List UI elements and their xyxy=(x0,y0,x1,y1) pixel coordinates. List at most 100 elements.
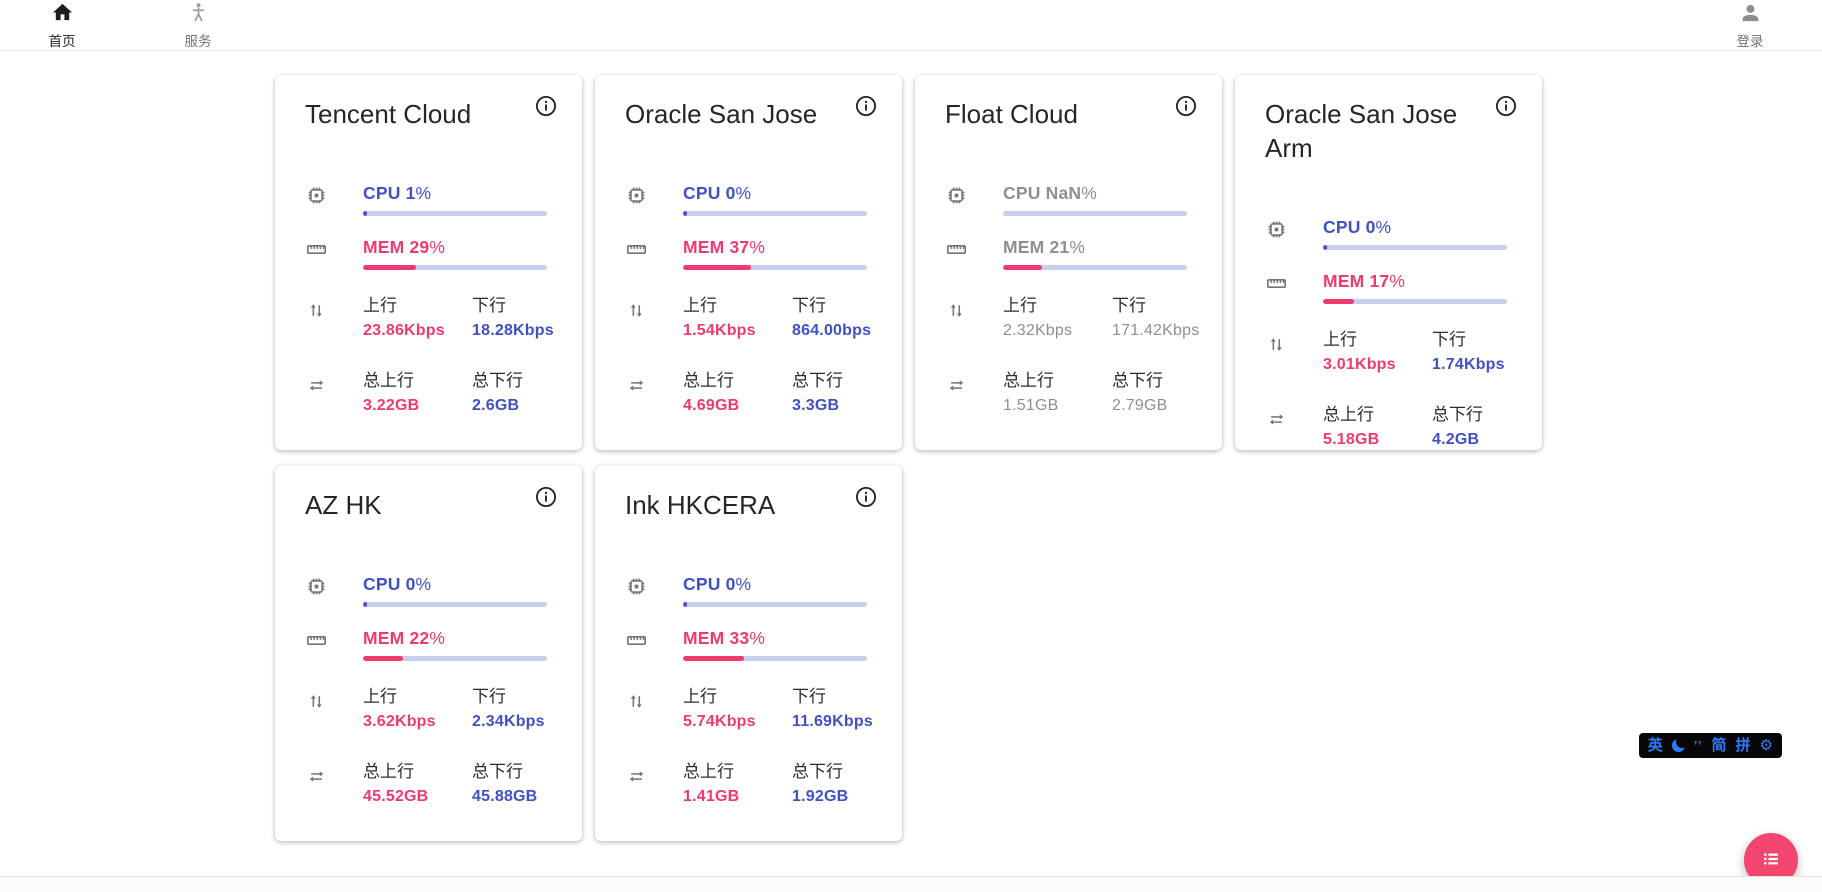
total-download-col: 总下行 2.6GB xyxy=(472,366,558,415)
total-upload-col: 总上行 5.18GB xyxy=(1323,400,1432,449)
total-download-label: 总下行 xyxy=(472,371,523,390)
total-download-col: 总下行 2.79GB xyxy=(1112,366,1198,415)
footer-strip xyxy=(0,876,1822,892)
ime-pinyin-toggle[interactable]: 拼 xyxy=(1735,737,1751,754)
total-upload-value: 45.52GB xyxy=(363,788,429,805)
person-standing-icon xyxy=(187,1,210,29)
net-speed-row: 上行 3.62Kbps 下行 2.34Kbps xyxy=(305,682,558,731)
cpu-row: CPU 1% xyxy=(305,183,558,216)
info-icon[interactable] xyxy=(1174,94,1198,118)
list-icon xyxy=(1760,848,1782,873)
total-download-col: 总下行 45.88GB xyxy=(472,757,558,806)
download-label: 下行 xyxy=(792,687,826,706)
nav-home-label: 首页 xyxy=(48,33,76,49)
left-right-arrows-icon xyxy=(305,757,363,806)
upload-value: 2.32Kbps xyxy=(1003,322,1073,339)
ime-simplified-toggle[interactable]: 简 xyxy=(1711,737,1727,754)
mem-progress-bar xyxy=(1323,299,1507,304)
crescent-moon-icon[interactable] xyxy=(1671,736,1688,752)
net-speed-row: 上行 5.74Kbps 下行 11.69Kbps xyxy=(625,682,878,731)
total-upload-value: 3.22GB xyxy=(363,397,420,414)
nav-item-login[interactable]: 登录 xyxy=(1724,1,1776,50)
cpu-row: CPU 0% xyxy=(625,574,878,607)
mem-row: MEM 21% xyxy=(945,237,1198,270)
ime-gear-icon[interactable]: ⚙ xyxy=(1759,736,1773,754)
mem-usage-text: MEM 29% xyxy=(363,237,446,257)
mem-progress-fill xyxy=(1323,299,1355,304)
download-value: 864.00bps xyxy=(792,322,872,339)
download-label: 下行 xyxy=(1432,330,1466,349)
mem-progress-fill xyxy=(363,265,417,270)
info-icon[interactable] xyxy=(854,94,878,118)
cpu-row: CPU 0% xyxy=(625,183,878,216)
server-card: AZ HK CPU 0% xyxy=(275,466,582,841)
net-speed-row: 上行 1.54Kbps 下行 864.00bps xyxy=(625,291,878,340)
left-right-arrows-icon xyxy=(625,757,683,806)
info-icon[interactable] xyxy=(534,485,558,509)
info-icon[interactable] xyxy=(534,94,558,118)
left-right-arrows-icon xyxy=(945,366,1003,415)
mem-row: MEM 37% xyxy=(625,237,878,270)
person-icon xyxy=(1739,1,1762,29)
mem-progress-bar xyxy=(683,265,867,270)
upload-col: 上行 3.62Kbps xyxy=(363,682,472,731)
download-value: 11.69Kbps xyxy=(792,713,873,730)
cpu-progress-bar xyxy=(1003,211,1187,216)
upload-col: 上行 23.86Kbps xyxy=(363,291,472,340)
cpu-progress-bar xyxy=(363,602,547,607)
net-speed-row: 上行 2.32Kbps 下行 171.42Kbps xyxy=(945,291,1199,340)
download-value: 18.28Kbps xyxy=(472,322,554,339)
upload-col: 上行 5.74Kbps xyxy=(683,682,792,731)
ime-punctuation-toggle[interactable]: ’’ xyxy=(1693,738,1703,753)
download-label: 下行 xyxy=(792,296,826,315)
download-col: 下行 171.42Kbps xyxy=(1112,291,1199,340)
upload-label: 上行 xyxy=(1003,296,1037,315)
upload-label: 上行 xyxy=(363,296,397,315)
info-icon[interactable] xyxy=(1494,94,1518,118)
upload-label: 上行 xyxy=(683,687,717,706)
mem-usage-text: MEM 17% xyxy=(1323,271,1406,291)
ime-language-toggle[interactable]: 英 xyxy=(1647,737,1663,754)
mem-usage-text: MEM 37% xyxy=(683,237,766,257)
net-total-row: 总上行 1.41GB 总下行 1.92GB xyxy=(625,757,878,806)
download-label: 下行 xyxy=(472,687,506,706)
upload-value: 5.74Kbps xyxy=(683,713,756,730)
server-name: Oracle San Jose Arm xyxy=(1265,99,1458,163)
download-label: 下行 xyxy=(472,296,506,315)
cpu-progress-bar xyxy=(363,211,547,216)
server-name: Float Cloud xyxy=(945,99,1078,129)
server-card: Oracle San Jose CPU 0% xyxy=(595,75,902,450)
mem-progress-bar xyxy=(1003,265,1187,270)
net-total-row: 总上行 5.18GB 总下行 4.2GB xyxy=(1265,400,1518,449)
info-icon[interactable] xyxy=(854,485,878,509)
up-down-arrows-icon xyxy=(305,682,363,731)
cpu-progress-fill xyxy=(683,211,687,216)
cpu-chip-icon xyxy=(945,183,1003,216)
net-total-row: 总上行 45.52GB 总下行 45.88GB xyxy=(305,757,558,806)
upload-label: 上行 xyxy=(363,687,397,706)
total-upload-col: 总上行 3.22GB xyxy=(363,366,472,415)
cpu-progress-fill xyxy=(363,211,367,216)
ime-toolbar: 英 ’’ 简 拼 ⚙ xyxy=(1638,733,1782,758)
cpu-progress-bar xyxy=(683,211,867,216)
cards-grid: Tencent Cloud CPU 1% xyxy=(275,75,1565,841)
download-value: 2.34Kbps xyxy=(472,713,545,730)
cpu-usage-text: CPU 1% xyxy=(363,183,432,203)
net-speed-row: 上行 3.01Kbps 下行 1.74Kbps xyxy=(1265,325,1518,374)
total-download-label: 总下行 xyxy=(472,762,523,781)
total-download-value: 2.6GB xyxy=(472,397,520,414)
total-download-label: 总下行 xyxy=(1432,405,1483,424)
total-download-value: 4.2GB xyxy=(1432,431,1480,448)
download-col: 下行 2.34Kbps xyxy=(472,682,558,731)
server-card: Tencent Cloud CPU 1% xyxy=(275,75,582,450)
top-navbar: 首页 服务 登录 xyxy=(0,0,1822,51)
nav-item-home[interactable]: 首页 xyxy=(36,1,88,50)
net-total-row: 总上行 3.22GB 总下行 2.6GB xyxy=(305,366,558,415)
download-col: 下行 18.28Kbps xyxy=(472,291,558,340)
total-upload-label: 总上行 xyxy=(683,762,734,781)
cpu-row: CPU 0% xyxy=(1265,217,1518,250)
mem-usage-text: MEM 21% xyxy=(1003,237,1086,257)
memory-ruler-icon xyxy=(945,237,1003,270)
nav-item-services[interactable]: 服务 xyxy=(172,1,224,50)
nav-services-label: 服务 xyxy=(184,33,212,49)
